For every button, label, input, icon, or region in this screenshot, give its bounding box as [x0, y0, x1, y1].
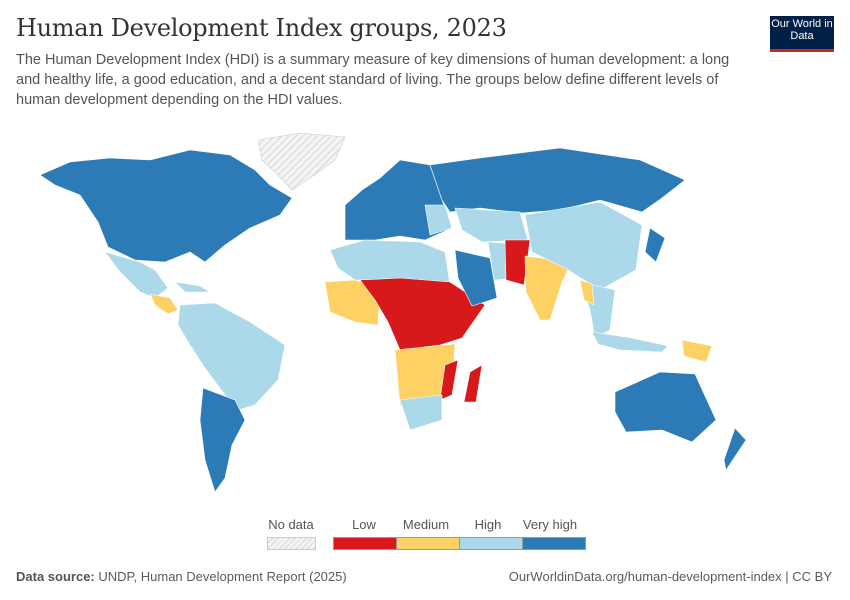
- source-text: UNDP, Human Development Report (2025): [98, 569, 347, 584]
- legend-no-data-label: No data: [268, 517, 314, 532]
- region-central-america[interactable]: [149, 293, 179, 315]
- region-south-africa[interactable]: [399, 394, 443, 431]
- region-greenland[interactable]: [257, 132, 346, 191]
- region-north-america[interactable]: [39, 149, 293, 263]
- region-japan[interactable]: [644, 227, 666, 263]
- legend-swatch-very-high[interactable]: [522, 538, 585, 549]
- region-pakistan-afghanistan[interactable]: [504, 239, 531, 286]
- region-mozambique[interactable]: [439, 359, 459, 401]
- region-west-africa[interactable]: [324, 279, 381, 326]
- legend-no-data-swatch: [267, 537, 316, 550]
- region-caribbean[interactable]: [174, 281, 211, 293]
- region-eastern-europe[interactable]: [424, 204, 453, 236]
- legend-low-label: Low: [352, 517, 376, 532]
- data-source: Data source: UNDP, Human Development Rep…: [16, 569, 347, 584]
- source-url[interactable]: OurWorldinData.org/human-development-ind…: [508, 569, 832, 584]
- region-australia[interactable]: [614, 371, 717, 443]
- legend-very-high-label: Very high: [522, 517, 578, 532]
- region-mexico[interactable]: [104, 251, 169, 299]
- legend-swatch-high[interactable]: [459, 538, 522, 549]
- region-indonesia[interactable]: [591, 331, 669, 353]
- chart-title: Human Development Index groups, 2023: [16, 14, 507, 42]
- legend-swatch-medium[interactable]: [396, 538, 459, 549]
- region-madagascar[interactable]: [463, 364, 483, 403]
- region-southern-cone[interactable]: [199, 387, 246, 493]
- chart-subtitle: The Human Development Index (HDI) is a s…: [16, 52, 730, 108]
- region-new-zealand[interactable]: [723, 427, 747, 471]
- region-central-asia[interactable]: [454, 207, 529, 243]
- world-map: [39, 132, 747, 493]
- legend-medium-label: Medium: [402, 517, 450, 532]
- source-label: Data source:: [16, 569, 95, 584]
- legend-bar: [333, 537, 586, 550]
- owid-logo[interactable]: Our World in Data: [770, 16, 834, 52]
- region-south-america[interactable]: [177, 302, 286, 411]
- legend-high-label: High: [474, 517, 502, 532]
- region-png[interactable]: [681, 339, 713, 363]
- region-china[interactable]: [524, 201, 643, 291]
- region-sahel-east-africa[interactable]: [359, 277, 486, 351]
- region-arabia[interactable]: [454, 249, 498, 307]
- legend-swatch-low[interactable]: [334, 538, 396, 549]
- region-myanmar[interactable]: [579, 279, 595, 306]
- region-russia[interactable]: [429, 147, 686, 214]
